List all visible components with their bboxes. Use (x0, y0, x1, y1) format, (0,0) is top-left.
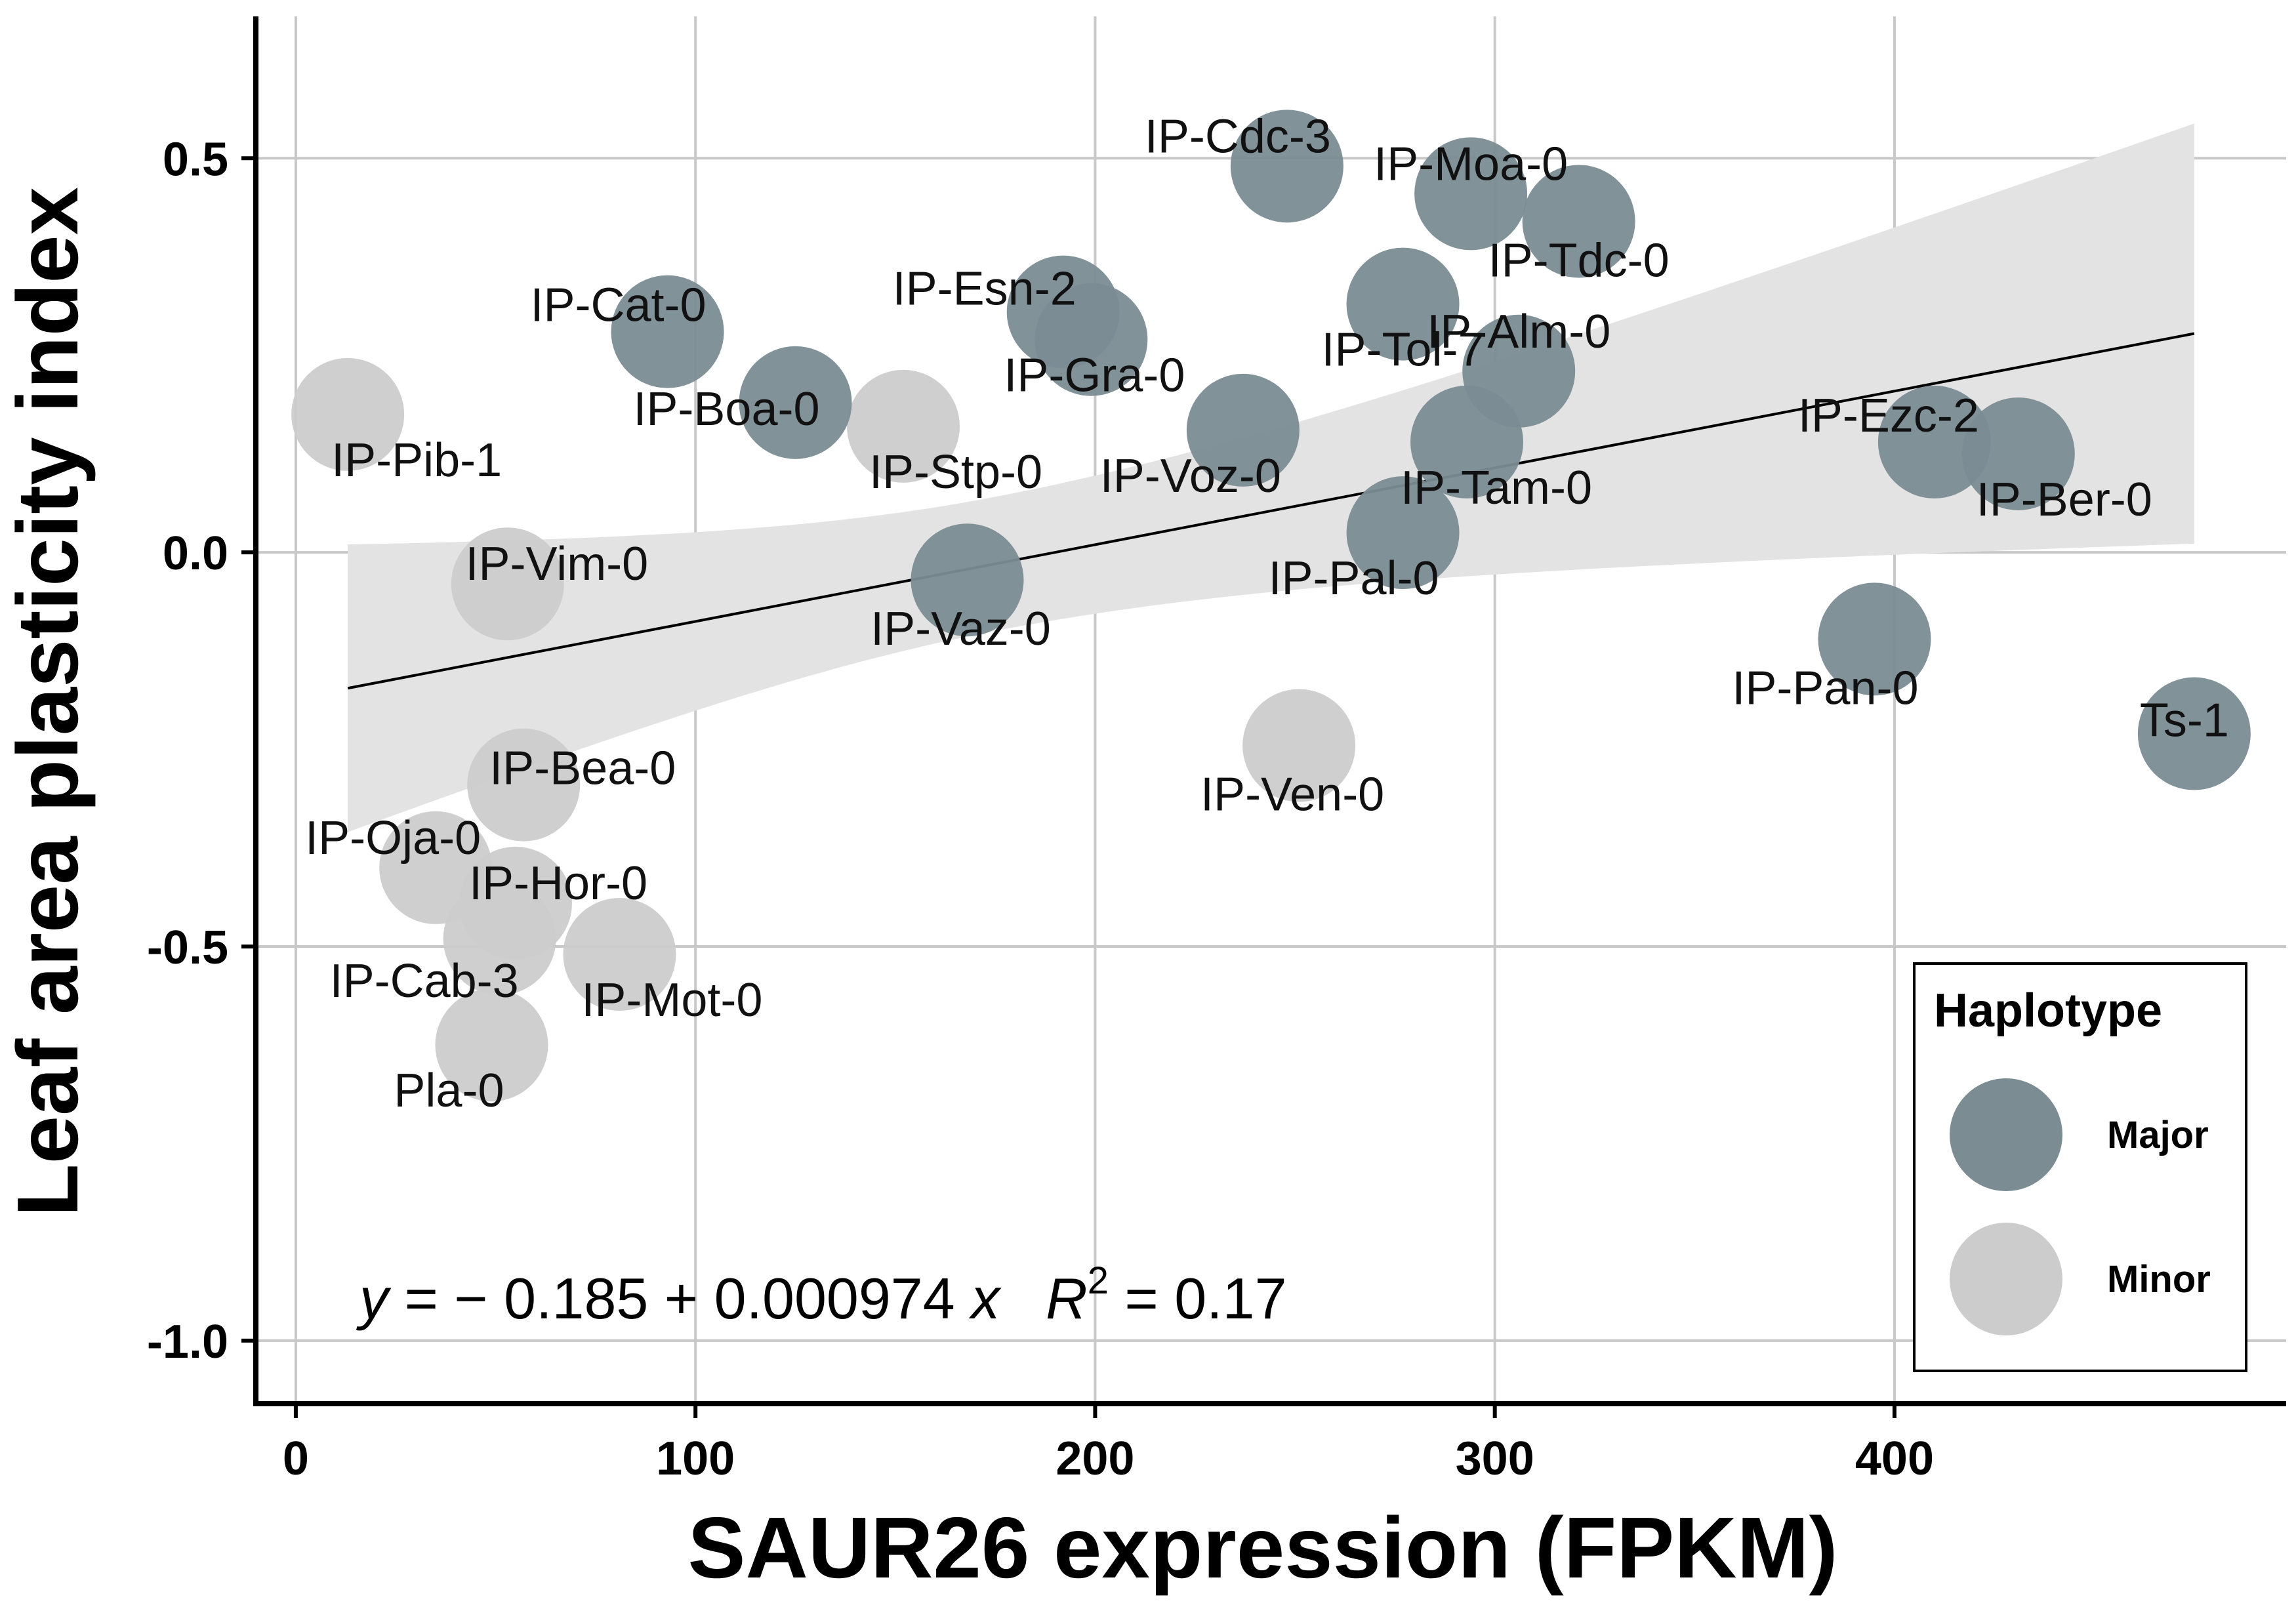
axes (241, 16, 2286, 1418)
point-label-ip-alm-0: IP-Alm-0 (1427, 306, 1610, 358)
data-point-ip-tdc-0 (1522, 165, 1635, 278)
point-label-ip-mot-0: IP-Mot-0 (581, 974, 762, 1027)
point-label-ip-tam-0: IP-Tam-0 (1401, 462, 1592, 514)
point-label-ts-1: Ts-1 (2140, 695, 2229, 747)
point-label-ip-cdc-3: IP-Cdc-3 (1145, 110, 1331, 163)
eq-r: R (1046, 1266, 1088, 1331)
point-label-ip-tdc-0: IP-Tdc-0 (1488, 234, 1670, 287)
legend-title: Haplotype (1934, 985, 2162, 1037)
eq-y: y (356, 1266, 392, 1331)
tick-labels: 0 100 200 300 400 0.5 0.0 -0.5 -1.0 (147, 133, 1934, 1485)
point-label-ip-vaz-0: IP-Vaz-0 (871, 603, 1051, 655)
point-label-ip-pib-1: IP-Pib-1 (331, 434, 502, 487)
point-label-ip-vim-0: IP-Vim-0 (465, 538, 648, 590)
data-point-ip-cab-3 (443, 882, 556, 995)
y-axis-title: Leaf area plasticity index (0, 187, 96, 1217)
point-label-ip-gra-0: IP-Gra-0 (1004, 350, 1185, 402)
legend: Haplotype Major Minor (1913, 962, 2247, 1372)
data-point-pla-0 (435, 988, 548, 1102)
x-tick-label-2: 200 (1056, 1433, 1134, 1485)
eq-body: = − 0.185 + 0.000974 (388, 1266, 971, 1331)
legend-marker-major (1950, 1078, 2062, 1191)
data-point-ip-gra-0 (1035, 283, 1148, 396)
point-label-ip-cat-0: IP-Cat-0 (530, 279, 706, 332)
data-point-ip-tam-0 (1410, 385, 1524, 498)
axis-titles: SAUR26 expression (FPKM) Leaf area plast… (0, 187, 1838, 1596)
data-point-ip-tol-7 (1346, 247, 1460, 361)
eq-x: x (968, 1266, 1002, 1331)
data-point-ip-ven-0 (1242, 689, 1356, 802)
data-point-ip-voz-0 (1186, 373, 1300, 487)
point-labels: IP-Cdc-3 IP-Moa-0 IP-Tdc-0IP-Tol-7 IP-Esn-2… (305, 110, 2229, 1117)
y-tick-label-3: -1.0 (147, 1316, 228, 1368)
x-axis-title: SAUR26 expression (FPKM) (687, 1499, 1837, 1596)
eq-sup: 2 (1088, 1259, 1109, 1302)
point-label-ip-hor-0: IP-Hor-0 (469, 857, 647, 910)
regression-equation: y = − 0.185 + 0.000974 x R2 = 0.17 (356, 1259, 1287, 1331)
data-point-ip-vaz-0 (911, 523, 1024, 637)
point-label-ip-ven-0: IP-Ven-0 (1200, 769, 1384, 821)
x-tick-label-3: 300 (1456, 1433, 1534, 1485)
data-point-ip-vim-0 (451, 527, 564, 641)
data-point-ip-pib-1 (291, 357, 405, 471)
data-point-ip-ber-0 (1961, 397, 2075, 510)
point-label-ip-bea-0: IP-Bea-0 (489, 742, 676, 795)
legend-marker-minor (1950, 1223, 2062, 1335)
data-point-ip-ezc-2 (1877, 385, 1991, 498)
data-point-ip-bea-0 (467, 728, 581, 842)
data-point-ip-pan-0 (1818, 582, 1931, 696)
y-tick-label-2: -0.5 (147, 922, 228, 974)
point-label-ip-ber-0: IP-Ber-0 (1977, 474, 2152, 526)
x-tick-label-1: 100 (656, 1433, 735, 1485)
regression-line-group (347, 332, 2195, 690)
data-point-ts-1 (2137, 677, 2251, 790)
data-point-ip-pal-0 (1346, 476, 1460, 590)
point-label-ip-stp-0: IP-Stp-0 (869, 446, 1042, 498)
point-label-ip-ezc-2: IP-Ezc-2 (1798, 390, 1979, 442)
point-label-ip-tol-7: IP-Tol-7 (1322, 324, 1485, 376)
point-label-ip-pal-0: IP-Pal-0 (1269, 552, 1439, 605)
y-tick-label-1: 0.0 (163, 527, 228, 580)
data-points (291, 110, 2251, 1102)
point-label-ip-boa-0: IP-Boa-0 (633, 383, 819, 436)
point-label-ip-moa-0: IP-Moa-0 (1374, 138, 1568, 190)
point-label-ip-voz-0: IP-Voz-0 (1100, 450, 1281, 502)
point-label-ip-pan-0: IP-Pan-0 (1732, 662, 1918, 714)
legend-label-major: Major (2107, 1114, 2209, 1156)
data-point-ip-moa-0 (1414, 137, 1528, 251)
point-label-ip-cab-3: IP-Cab-3 (330, 955, 519, 1007)
y-tick-label-0: 0.5 (163, 133, 228, 186)
eq-tail: = 0.17 (1109, 1266, 1287, 1331)
legend-label-minor: Minor (2107, 1258, 2211, 1301)
data-point-ip-cdc-3 (1230, 110, 1343, 223)
data-point-ip-mot-0 (563, 898, 676, 1011)
data-point-ip-stp-0 (846, 369, 960, 483)
x-tick-label-0: 0 (283, 1433, 309, 1485)
regression-line (347, 332, 2195, 690)
x-tick-label-4: 400 (1855, 1433, 1934, 1485)
point-label-ip-esn-2: IP-Esn-2 (893, 263, 1076, 315)
data-point-ip-cat-0 (611, 275, 724, 388)
point-label-pla-0: Pla-0 (394, 1065, 504, 1117)
point-label-ip-oja-0: IP-Oja-0 (305, 812, 481, 865)
data-point-ip-boa-0 (739, 346, 852, 459)
